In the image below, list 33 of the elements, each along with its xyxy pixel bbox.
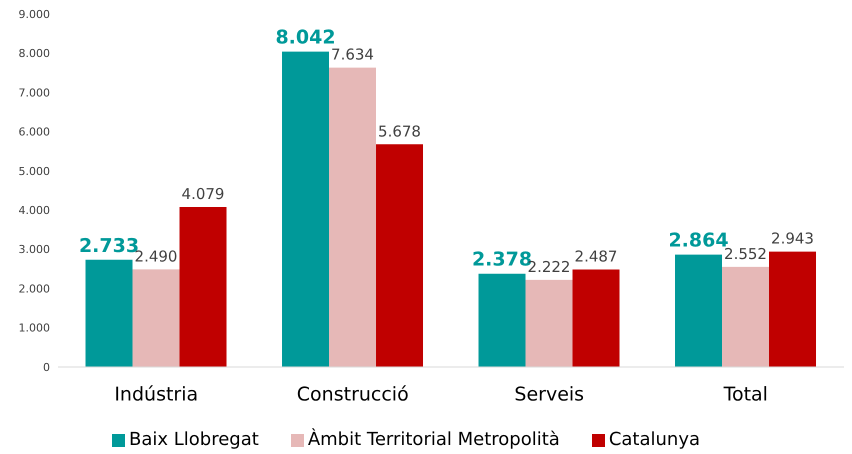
bar (132, 269, 180, 367)
bar (329, 68, 376, 367)
bar (376, 144, 424, 367)
data-label: 2.487 (574, 247, 618, 266)
bar (722, 266, 770, 367)
bar (86, 260, 133, 367)
data-label: 2.943 (771, 230, 814, 248)
legend-label: Àmbit Territorial Metropolità (308, 429, 560, 450)
x-tick-label: Construcció (296, 383, 409, 406)
x-tick-label: Serveis (514, 383, 584, 406)
y-tick-label: 7.000 (18, 86, 50, 100)
data-label: 5.678 (378, 122, 421, 140)
y-tick-label: 9.000 (18, 8, 50, 21)
bar (180, 207, 227, 367)
bar (769, 252, 816, 367)
bar (478, 274, 526, 367)
bar (572, 269, 620, 367)
x-tick-label: Indústria (114, 383, 198, 406)
bar (282, 52, 330, 367)
y-tick-label: 3.000 (18, 243, 50, 256)
y-tick-label: 1.000 (18, 322, 50, 335)
x-tick-label: Total (722, 383, 768, 406)
legend-label: Catalunya (608, 429, 700, 450)
legend-label: Baix Llobregat (129, 429, 259, 450)
y-tick-label: 6.000 (18, 126, 50, 139)
y-tick-label: 0 (43, 360, 50, 374)
y-tick-label: 8.000 (18, 47, 50, 60)
y-tick-label: 2.000 (18, 282, 50, 296)
bar (526, 280, 573, 367)
data-label: 4.079 (182, 185, 224, 204)
bar (675, 254, 722, 367)
y-tick-label: 4.000 (18, 204, 50, 218)
y-tick-label: 5.000 (18, 164, 50, 178)
